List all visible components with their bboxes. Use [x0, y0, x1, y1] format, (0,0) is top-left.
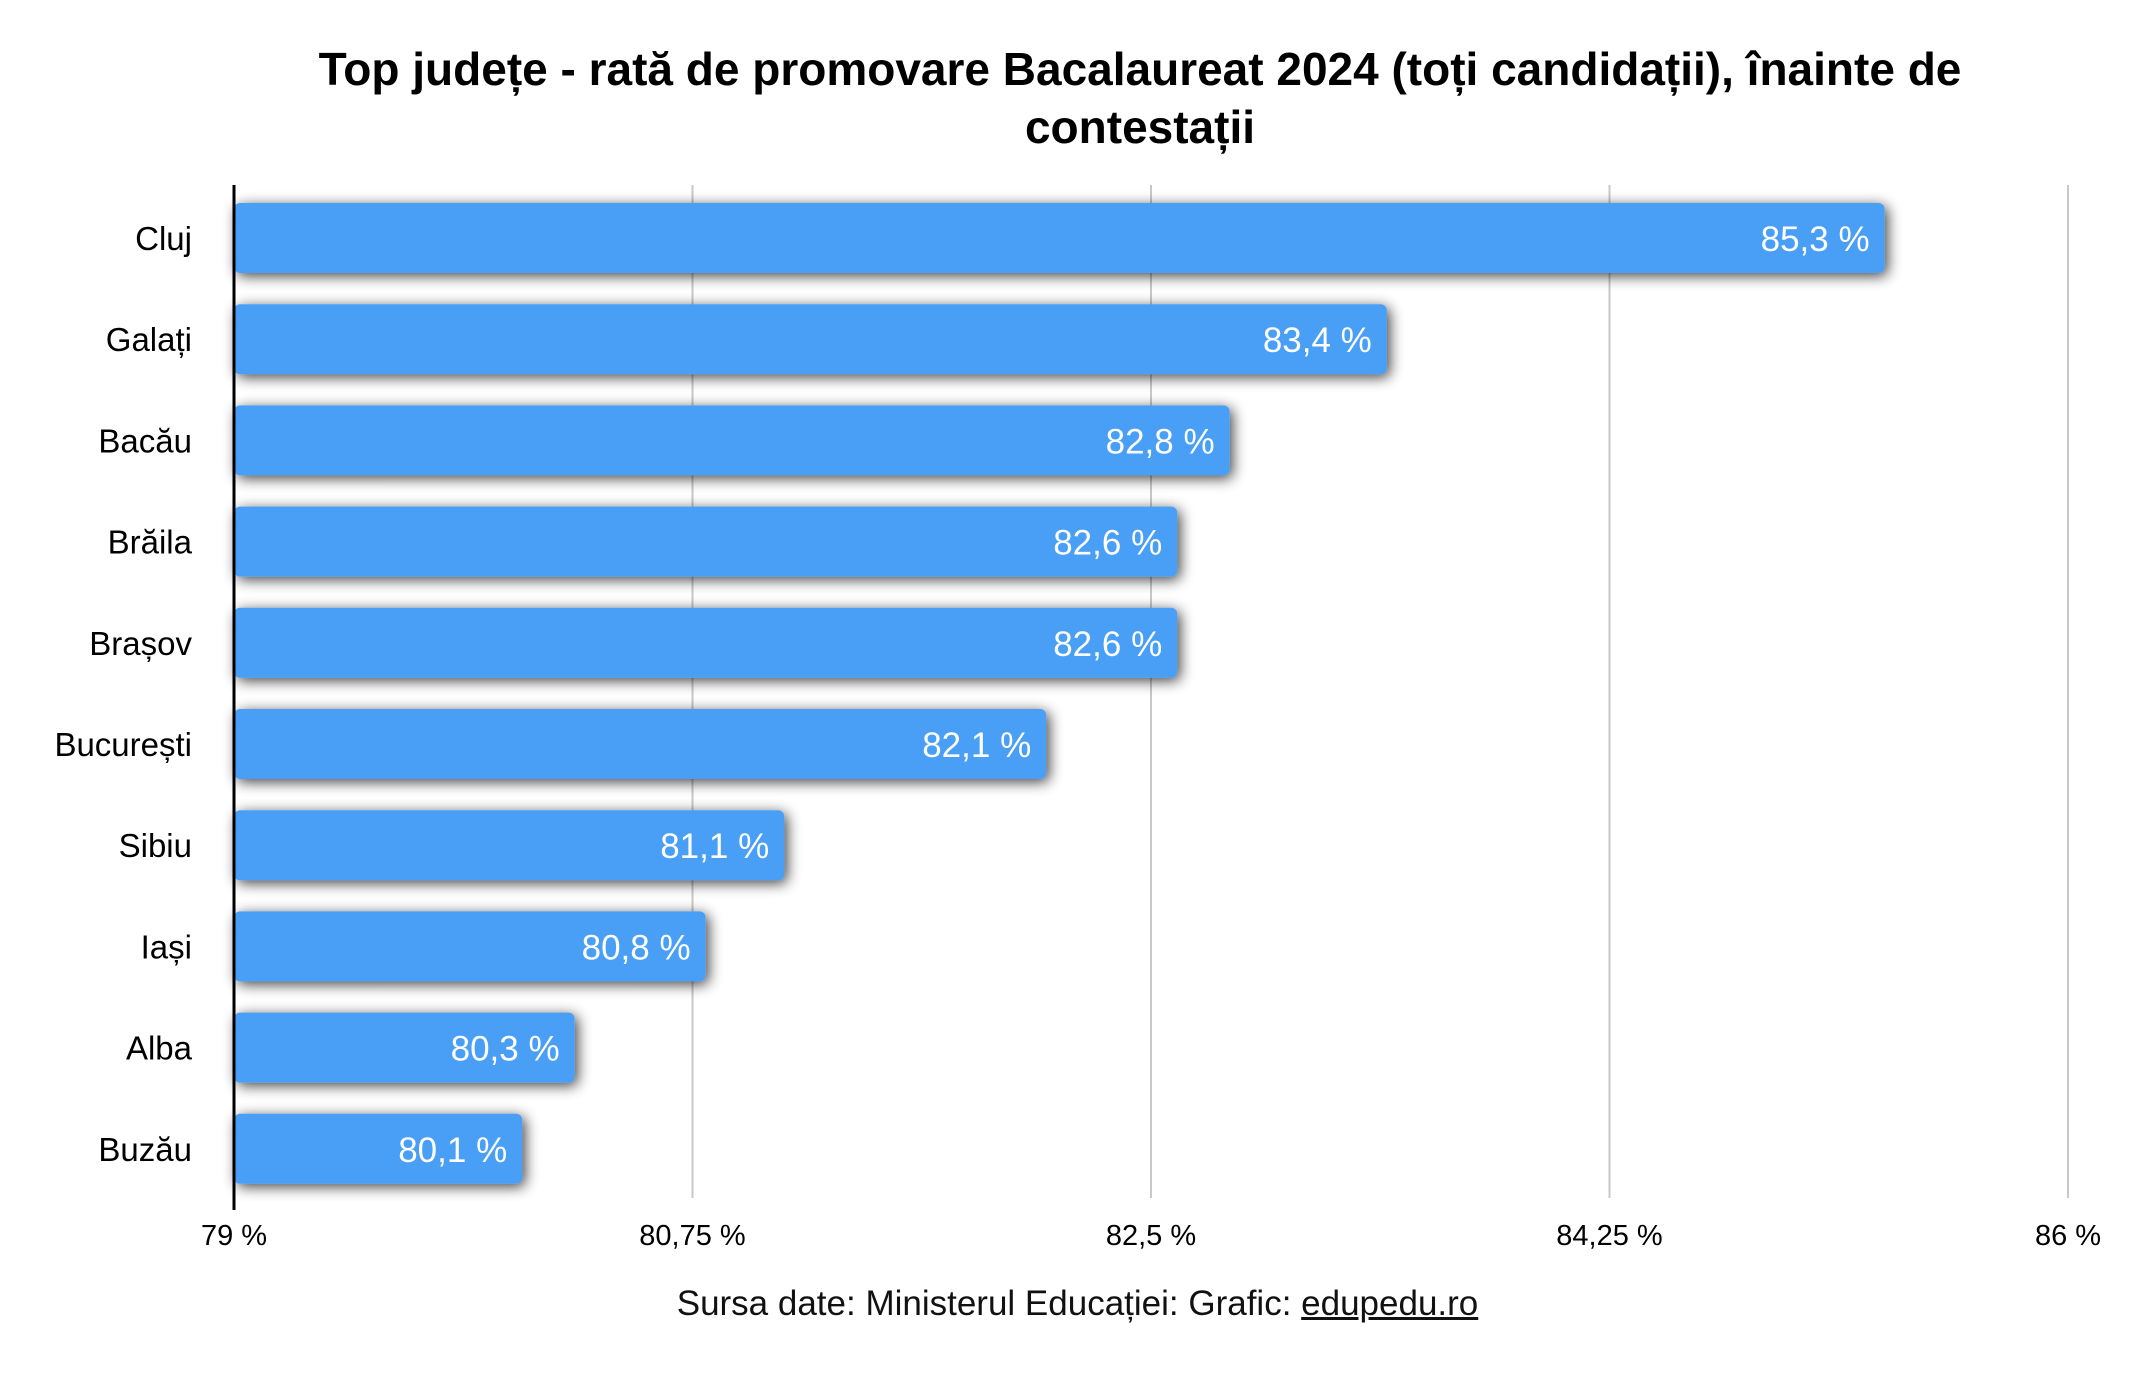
- bar: [234, 1113, 523, 1184]
- bar: [234, 506, 1178, 577]
- source-footer: Sursa date: Ministerul Educației: Grafic…: [0, 1284, 2155, 1324]
- category-label: Alba: [126, 1030, 193, 1067]
- source-text: Sursa date: Ministerul Educației: Grafic…: [676, 1284, 1302, 1323]
- category-label: Brăila: [108, 524, 193, 561]
- bar-value-label: 82,6 %: [1053, 625, 1162, 664]
- category-label: Brașov: [89, 625, 192, 662]
- bar-value-label: 80,8 %: [582, 928, 691, 967]
- x-tick-label: 80,75 %: [639, 1220, 745, 1252]
- category-label: Iași: [141, 928, 192, 965]
- bar: [234, 203, 1885, 273]
- category-label: București: [54, 726, 192, 763]
- category-label: Bacău: [98, 422, 192, 459]
- x-tick-label: 82,5 %: [1106, 1220, 1196, 1252]
- category-label: Galați: [106, 321, 192, 358]
- bar-value-label: 82,6 %: [1053, 524, 1162, 563]
- source-link[interactable]: edupedu.ro: [1301, 1284, 1479, 1323]
- bar: [234, 709, 1047, 779]
- bar-value-label: 80,3 %: [451, 1030, 560, 1069]
- bar: [234, 607, 1178, 678]
- bar: [234, 810, 785, 881]
- category-label: Sibiu: [119, 827, 192, 864]
- bar-value-label: 85,3 %: [1761, 220, 1870, 259]
- bar: [234, 405, 1230, 476]
- category-label: Buzău: [98, 1131, 192, 1168]
- bar: [234, 304, 1387, 375]
- x-tick-label: 86 %: [2035, 1220, 2101, 1252]
- bar-value-label: 80,1 %: [398, 1131, 507, 1170]
- bar-value-label: 82,1 %: [922, 726, 1031, 765]
- chart-title: Top județe - rată de promovare Bacalaure…: [318, 43, 1962, 153]
- bar: [234, 911, 706, 982]
- x-tick-label: 84,25 %: [1556, 1220, 1662, 1252]
- bar: [234, 1012, 575, 1083]
- bar-value-label: 81,1 %: [660, 827, 769, 866]
- category-label: Cluj: [135, 220, 192, 257]
- bar-value-label: 83,4 %: [1263, 321, 1372, 360]
- x-tick-label: 79 %: [201, 1220, 267, 1252]
- bar-value-label: 82,8 %: [1106, 422, 1215, 461]
